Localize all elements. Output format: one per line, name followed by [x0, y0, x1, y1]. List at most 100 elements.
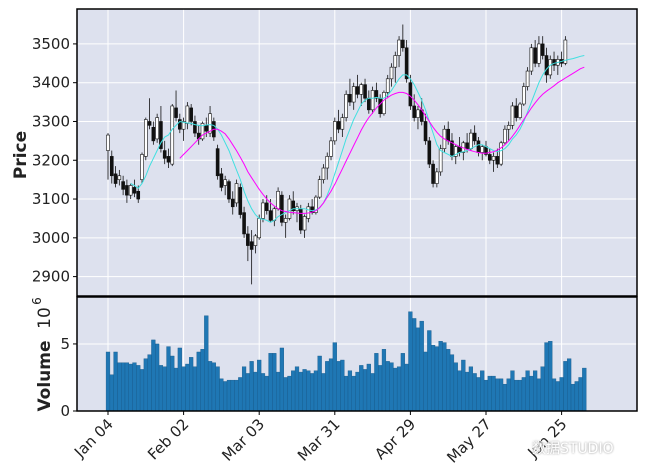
candle-body: [491, 156, 496, 161]
volume-bar: [223, 381, 228, 412]
candle-body: [427, 140, 432, 165]
candle-body: [125, 185, 129, 196]
x-tick-label: Mar 31: [294, 415, 344, 465]
volume-bar: [139, 369, 145, 412]
candle-body: [435, 171, 439, 184]
candle-body: [370, 90, 375, 111]
volume-bar: [143, 358, 148, 412]
price-ytick-label: 2900: [32, 268, 70, 286]
volume-bar: [162, 366, 167, 412]
candle-body: [472, 132, 477, 142]
volume-bar: [113, 351, 118, 412]
candle-body: [144, 119, 148, 157]
candle-body: [204, 125, 209, 132]
volume-bar: [200, 349, 205, 412]
volume-bar: [279, 347, 284, 412]
candle-body: [495, 156, 500, 165]
volume-bar: [423, 351, 428, 412]
candle-body: [181, 121, 186, 130]
volume-bar: [551, 378, 557, 412]
candle-body: [159, 121, 163, 149]
candle-body: [514, 105, 519, 118]
volume-bar: [487, 375, 492, 412]
volume-bar: [328, 358, 334, 412]
volume-bar: [453, 362, 458, 412]
volume-bar: [310, 373, 315, 412]
volume-bar: [128, 363, 133, 412]
volume-bar: [570, 383, 576, 412]
volume-bar: [529, 375, 534, 412]
candle-body: [178, 119, 182, 130]
volume-bar: [294, 366, 300, 412]
volume-bar: [253, 371, 258, 412]
candle-body: [518, 103, 522, 118]
volume-bar: [166, 346, 171, 412]
volume-bar: [408, 311, 413, 412]
volume-bar: [283, 377, 288, 412]
volume-bar: [574, 381, 579, 412]
volume-bar: [155, 343, 160, 412]
volume-bar: [525, 370, 530, 412]
candle-body: [465, 142, 469, 149]
volume-bar: [132, 362, 137, 412]
candle-body: [219, 173, 224, 188]
volume-bar: [238, 377, 243, 412]
volume-bar: [400, 353, 405, 412]
candle-body: [242, 212, 246, 235]
volume-bar: [192, 366, 198, 412]
candle-body: [506, 125, 511, 130]
candle-body: [382, 92, 386, 115]
volume-bar: [272, 353, 277, 412]
candle-body: [476, 140, 481, 153]
volume-bar: [502, 383, 507, 412]
volume-bar: [381, 349, 387, 412]
volume-bar: [219, 378, 224, 412]
candle-body: [533, 47, 537, 64]
volume-bar: [544, 342, 549, 412]
candle-body: [548, 59, 553, 76]
volume-bar: [215, 366, 220, 412]
wechat-icon: [512, 439, 528, 453]
candle-body: [117, 175, 122, 180]
volume-bar: [419, 320, 424, 412]
candle-body: [291, 200, 296, 211]
volume-bar: [559, 377, 564, 412]
volume-bar: [105, 351, 111, 412]
x-tick-label: Apr 29: [371, 415, 419, 463]
candle-body: [280, 194, 284, 223]
price-ytick-label: 3500: [32, 35, 70, 53]
candle-body: [166, 156, 171, 163]
volume-bars: [105, 311, 587, 412]
volume-bar: [446, 349, 451, 412]
volume-bar: [136, 365, 141, 412]
volume-bar: [514, 379, 519, 412]
x-tick-label: Mar 03: [218, 415, 268, 465]
candle-body: [431, 163, 435, 184]
x-tick-label: May 27: [443, 415, 495, 467]
volume-bar: [249, 361, 254, 412]
volume-bar: [578, 377, 583, 412]
candle-body: [397, 39, 401, 56]
candle-body: [302, 216, 307, 231]
volume-bar: [355, 371, 360, 412]
volume-bar: [177, 347, 182, 412]
volume-bar: [465, 371, 470, 412]
volume-bar: [189, 357, 194, 412]
candle-body: [367, 97, 371, 111]
candle-body: [344, 94, 348, 118]
volume-bar: [317, 355, 322, 412]
x-tick-label: Feb 02: [144, 415, 192, 463]
price-ytick-label: 3400: [32, 74, 70, 92]
volume-bar: [461, 359, 466, 412]
volume-scale-exponent: 6: [30, 297, 44, 305]
candle-body: [537, 43, 541, 64]
candle-body: [234, 183, 239, 204]
candle-body: [287, 198, 292, 219]
candle-body: [469, 132, 473, 149]
volume-bar: [332, 342, 337, 412]
candle-body: [321, 167, 326, 180]
candle-body: [189, 107, 193, 122]
candle-body: [246, 233, 250, 246]
volume-bar: [506, 378, 511, 412]
volume-bar: [517, 379, 523, 412]
